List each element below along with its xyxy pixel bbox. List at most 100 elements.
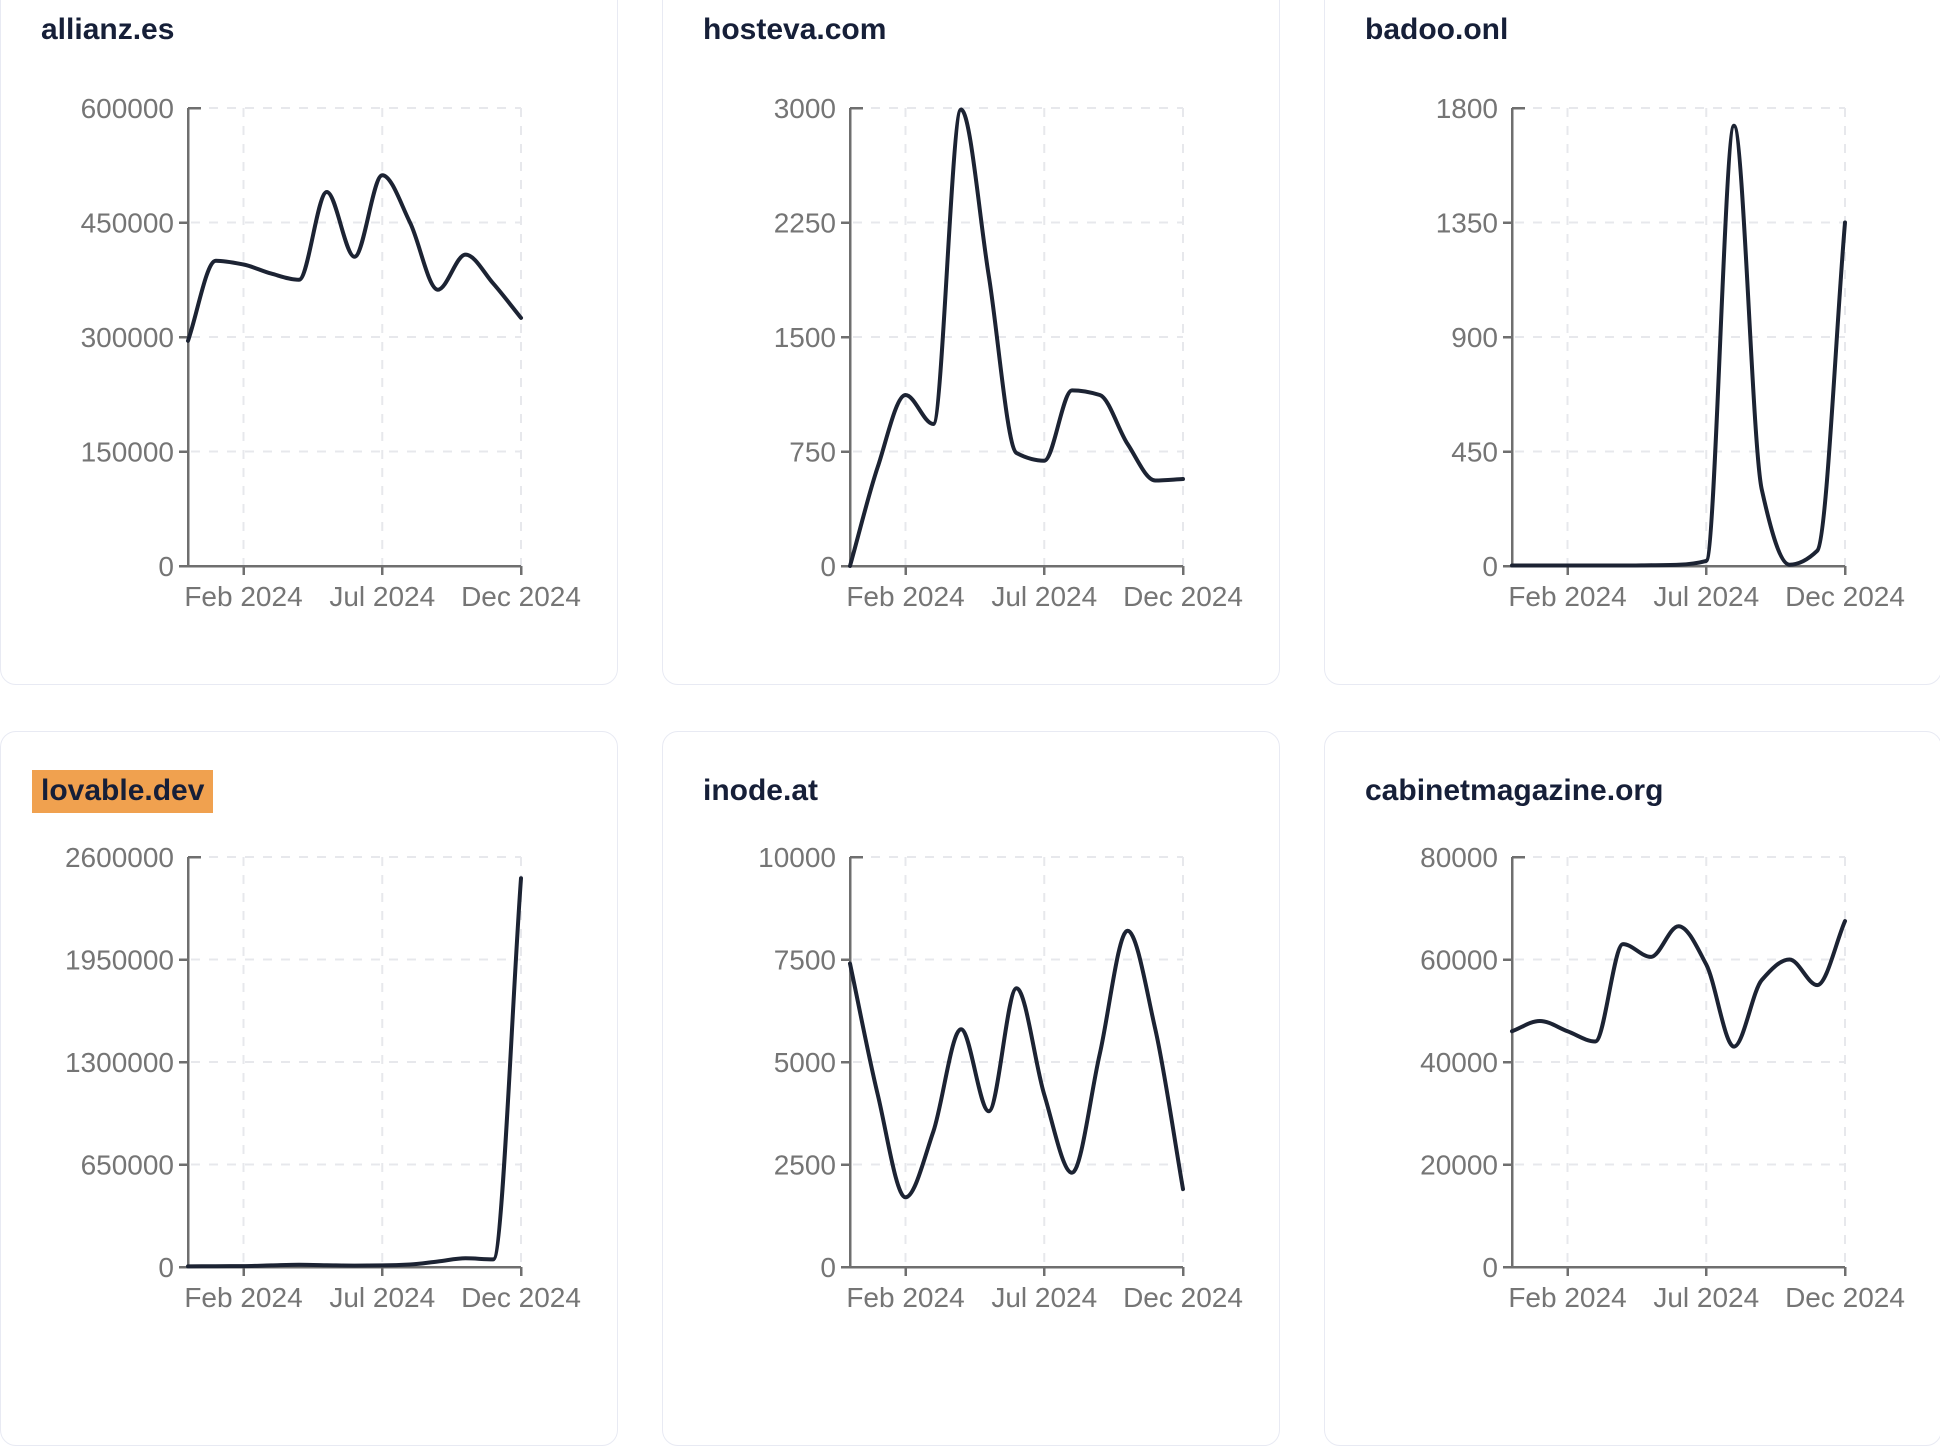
chart-card-inode: inode.at 0 2500 5000 7500 10000 Feb 2024 Jul 2… [662, 731, 1280, 1446]
x-tick-label: Feb 2024 [184, 1282, 302, 1313]
y-tick-label: 1800 [1436, 93, 1498, 124]
line-chart: 0 750 1500 2250 3000 Feb 2024 Jul 2024 Dec 2024 [774, 93, 1243, 612]
y-tick-label: 20000 [1420, 1150, 1498, 1181]
y-tick-label: 3000 [774, 93, 836, 124]
x-tick-label: Jul 2024 [1653, 1282, 1759, 1313]
x-tick-label: Jul 2024 [329, 1282, 435, 1313]
y-tick-label: 1950000 [65, 945, 174, 976]
chart-title: inode.at [703, 774, 818, 809]
y-tick-label: 900 [1451, 322, 1498, 353]
y-tick-label: 60000 [1420, 945, 1498, 976]
y-tick-label: 650000 [81, 1150, 174, 1181]
series-line [186, 876, 523, 1269]
line-chart: 0 20000 40000 60000 80000 Feb 2024 Jul 2024 Dec… [1420, 842, 1905, 1313]
y-tick-label: 450 [1451, 437, 1498, 468]
x-tick-label: Jul 2024 [991, 581, 1097, 612]
y-tick-label: 0 [1482, 1252, 1498, 1283]
y-tick-label: 450000 [81, 208, 174, 239]
grid-lines [853, 856, 1184, 1267]
series-line [186, 173, 523, 343]
y-tick-label: 2500 [774, 1150, 836, 1181]
axes [841, 106, 1185, 575]
y-tick-label: 5000 [774, 1047, 836, 1078]
series-line [848, 928, 1185, 1200]
y-tick-labels: 0 2500 5000 7500 10000 [758, 842, 836, 1283]
x-tick-label: Dec 2024 [1123, 1282, 1243, 1313]
y-tick-labels: 0 150000 300000 450000 600000 [81, 93, 174, 582]
y-tick-label: 0 [158, 551, 174, 582]
y-tick-label: 0 [158, 1252, 174, 1283]
x-tick-label: Dec 2024 [1785, 581, 1905, 612]
x-tick-label: Jul 2024 [329, 581, 435, 612]
axes [179, 855, 523, 1276]
series-line [848, 107, 1185, 568]
y-tick-label: 300000 [81, 322, 174, 353]
series-line [1510, 919, 1847, 1049]
chart-card-badoo: badoo.onl 0 450 900 1350 1800 Feb 2024 Jul 202… [1324, 0, 1940, 685]
axes [1503, 106, 1847, 575]
y-tick-label: 10000 [758, 842, 836, 873]
x-tick-label: Dec 2024 [1785, 1282, 1905, 1313]
y-tick-label: 600000 [81, 93, 174, 124]
grid-lines [1515, 107, 1846, 566]
x-tick-label: Feb 2024 [184, 581, 302, 612]
y-tick-label: 0 [820, 551, 836, 582]
y-tick-labels: 0 750 1500 2250 3000 [774, 93, 836, 582]
y-tick-labels: 0 450 900 1350 1800 [1436, 93, 1498, 582]
x-tick-label: Feb 2024 [846, 1282, 964, 1313]
series-line [1510, 123, 1847, 568]
x-tick-labels: Feb 2024 Jul 2024 Dec 2024 [184, 581, 581, 612]
x-tick-label: Jul 2024 [1653, 581, 1759, 612]
line-chart: 0 650000 1300000 1950000 2600000 Feb 2024 Jul … [65, 842, 581, 1313]
x-tick-label: Dec 2024 [461, 1282, 581, 1313]
x-tick-label: Jul 2024 [991, 1282, 1097, 1313]
x-tick-labels: Feb 2024 Jul 2024 Dec 2024 [846, 1282, 1243, 1313]
chart-title: badoo.onl [1365, 13, 1508, 48]
grid-lines [191, 107, 522, 566]
grid-lines [1515, 856, 1846, 1267]
chart-title-text: hosteva.com [703, 13, 887, 46]
y-tick-label: 80000 [1420, 842, 1498, 873]
chart-title: allianz.es [41, 13, 174, 48]
chart-title-text: inode.at [703, 774, 819, 807]
y-tick-label: 1500 [774, 322, 836, 353]
x-tick-labels: Feb 2024 Jul 2024 Dec 2024 [846, 581, 1243, 612]
x-tick-label: Feb 2024 [846, 581, 964, 612]
chart-title: lovable.dev [32, 770, 214, 813]
chart-title-text: cabinetmagazine.org [1365, 774, 1664, 807]
chart-title-text: allianz.es [41, 13, 175, 46]
y-tick-label: 1300000 [65, 1047, 174, 1078]
y-tick-label: 2250 [774, 208, 836, 239]
chart-title: hosteva.com [703, 13, 886, 48]
y-tick-label: 7500 [774, 945, 836, 976]
chart-card-cabinetmagazine: cabinetmagazine.org 0 20000 40000 60000 8000… [1324, 731, 1940, 1446]
x-tick-label: Feb 2024 [1508, 1282, 1626, 1313]
line-chart: 0 150000 300000 450000 600000 Feb 2024 Jul 202… [81, 93, 581, 612]
chart-card-hosteva: hosteva.com 0 750 1500 2250 3000 Feb 2024 Jul … [662, 0, 1280, 685]
y-tick-label: 1350 [1436, 208, 1498, 239]
x-tick-label: Dec 2024 [461, 581, 581, 612]
axes [179, 106, 523, 575]
x-tick-label: Feb 2024 [1508, 581, 1626, 612]
axes [1503, 855, 1847, 1276]
y-tick-label: 750 [789, 437, 836, 468]
line-chart: 0 2500 5000 7500 10000 Feb 2024 Jul 2024 Dec 20… [758, 842, 1243, 1313]
y-tick-labels: 0 20000 40000 60000 80000 [1420, 842, 1498, 1283]
chart-title-text: badoo.onl [1365, 13, 1509, 46]
y-tick-label: 40000 [1420, 1047, 1498, 1078]
x-tick-labels: Feb 2024 Jul 2024 Dec 2024 [1508, 581, 1905, 612]
chart-title-text: lovable.dev [32, 770, 214, 813]
x-tick-labels: Feb 2024 Jul 2024 Dec 2024 [1508, 1282, 1905, 1313]
grid-lines [191, 856, 522, 1267]
y-tick-labels: 0 650000 1300000 1950000 2600000 [65, 842, 174, 1283]
x-tick-label: Dec 2024 [1123, 581, 1243, 612]
x-tick-labels: Feb 2024 Jul 2024 Dec 2024 [184, 1282, 581, 1313]
y-tick-label: 0 [1482, 551, 1498, 582]
chart-card-lovable: lovable.dev 0 650000 1300000 1950000 2600000… [0, 731, 618, 1446]
line-chart: 0 450 900 1350 1800 Feb 2024 Jul 2024 Dec 2024 [1436, 93, 1905, 612]
chart-card-allianz: allianz.es 0 150000 300000 450000 600000 Feb … [0, 0, 618, 685]
chart-title: cabinetmagazine.org [1365, 774, 1663, 809]
y-tick-label: 150000 [81, 437, 174, 468]
y-tick-label: 0 [820, 1252, 836, 1283]
